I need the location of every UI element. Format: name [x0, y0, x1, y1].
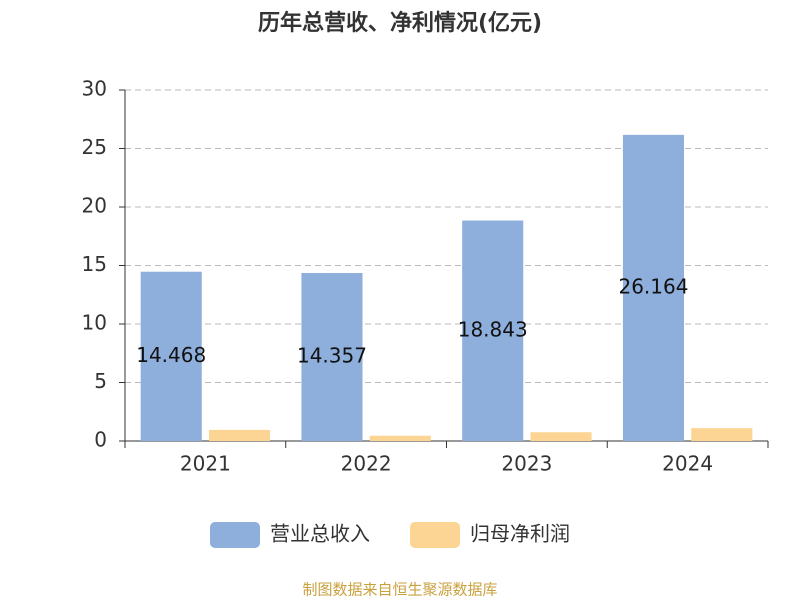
source-note: 制图数据来自恒生聚源数据库: [302, 581, 497, 599]
bar: [462, 220, 524, 441]
x-tick-label: 2022: [341, 452, 392, 476]
y-tick-label: 10: [82, 311, 107, 335]
legend-label: 归母净利润: [470, 522, 570, 546]
legend-swatch: [210, 522, 260, 548]
bar: [691, 428, 753, 441]
x-tick-label: 2021: [180, 452, 231, 476]
y-tick-label: 20: [82, 194, 107, 218]
data-label: 18.843: [458, 317, 528, 341]
data-label: 14.357: [297, 344, 367, 368]
legend-swatch: [410, 522, 460, 548]
data-label: 14.468: [136, 343, 206, 367]
y-tick-label: 0: [94, 428, 107, 452]
y-tick-label: 30: [82, 77, 107, 101]
x-tick-label: 2024: [662, 452, 713, 476]
y-tick-label: 5: [94, 369, 107, 393]
y-tick-label: 25: [82, 135, 107, 159]
bar: [530, 432, 592, 441]
x-tick-label: 2023: [501, 452, 552, 476]
legend-label: 营业总收入: [270, 522, 370, 546]
bar: [140, 271, 202, 441]
chart-title: 历年总营收、净利情况(亿元): [258, 10, 542, 36]
bar: [301, 273, 363, 441]
data-label: 26.164: [618, 274, 688, 298]
bar: [208, 429, 271, 441]
y-tick-label: 15: [82, 252, 107, 276]
bar: [622, 134, 685, 441]
bar: [369, 435, 431, 441]
